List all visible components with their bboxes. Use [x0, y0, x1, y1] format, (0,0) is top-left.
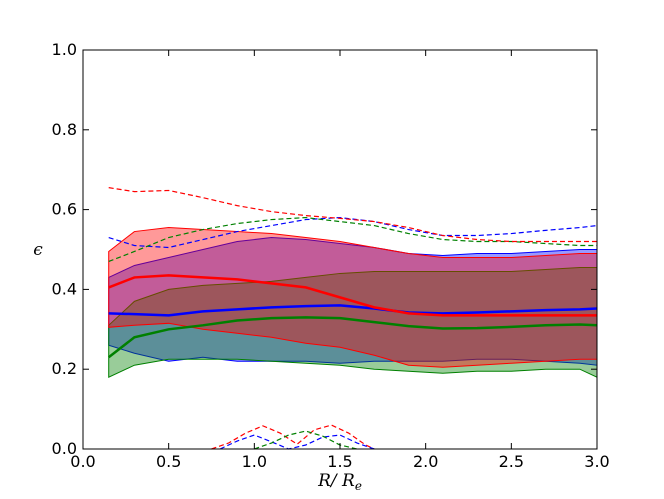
median-lines [107, 274, 598, 359]
green-lower-dashed-line [254, 430, 358, 450]
y-tick-label: 0.4 [52, 279, 77, 298]
y-tick-label: 0.8 [52, 120, 77, 139]
red-lower-dashed-line [211, 424, 375, 450]
red-upper-dashed-line [108, 187, 597, 243]
y-tick-label: 1.0 [52, 40, 77, 59]
x-tick-label: 1.0 [242, 452, 267, 471]
x-axis-label: R/ Re [317, 471, 362, 493]
x-tick-label: 0.0 [70, 452, 95, 471]
y-tick-label: 0.6 [52, 200, 77, 219]
y-axis-label: ϵ [33, 240, 43, 260]
x-tick-label: 2.0 [413, 452, 438, 471]
y-tick-label: 0.2 [52, 359, 77, 378]
axis-ticks: 0.0 0.5 1.0 1.5 2.0 2.5 3.0 0.0 0.2 0.4 0.6 0.8 1.0 [52, 40, 610, 471]
green-median-line [107, 316, 598, 359]
green-upper-dashed-line [108, 216, 597, 263]
x-tick-label: 3.0 [584, 452, 609, 471]
x-tick-label: 0.5 [156, 452, 181, 471]
y-tick-label: 0.0 [52, 439, 77, 458]
blue-lower-dashed-line [219, 434, 375, 450]
blue-median-line [108, 304, 598, 317]
red-median-line [108, 274, 597, 317]
x-tick-label: 2.5 [499, 452, 524, 471]
x-tick-label: 1.5 [327, 452, 352, 471]
confidence-bands [108, 227, 598, 378]
